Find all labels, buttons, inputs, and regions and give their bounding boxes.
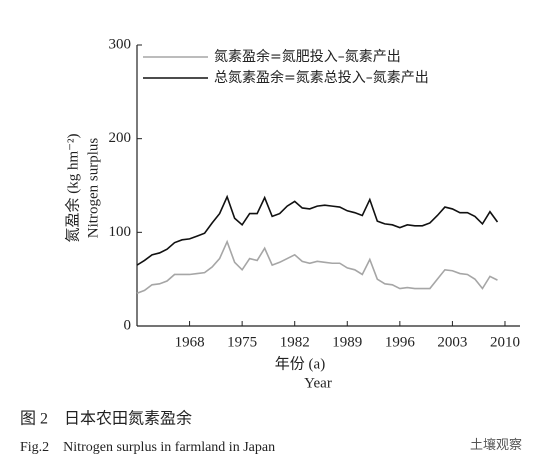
x-tick-label: 1989 <box>332 334 362 350</box>
legend-label: 总氮素盈余=氮素总投入–氮素产出 <box>214 69 429 86</box>
y-axis-label: 氮盈余 (kg hm⁻²) <box>63 133 81 242</box>
y-tick-label: 100 <box>109 224 132 240</box>
series-line <box>136 239 498 294</box>
y-tick-label: 200 <box>109 130 132 146</box>
y-axis-label-en: Nitrogen surplus <box>85 138 101 239</box>
y-tick-label: 0 <box>124 317 132 333</box>
x-tick-label: 1968 <box>175 334 205 350</box>
x-axis-label: 年份 (a) <box>275 355 325 372</box>
x-tick-label: 1996 <box>385 334 416 350</box>
legend-label: 氮素盈余=氮肥投入–氮素产出 <box>214 48 401 65</box>
x-tick-label: 2003 <box>437 334 467 350</box>
caption-en: Fig.2 Nitrogen surplus in farmland in Ja… <box>20 440 275 455</box>
caption: 图 2 日本农田氮素盈余 <box>20 409 192 428</box>
watermark: 土壤观察 <box>470 437 522 452</box>
x-axis-label-en: Year <box>304 375 332 391</box>
x-tick-label: 1982 <box>280 334 310 350</box>
series-line <box>136 194 499 266</box>
x-tick-label: 2010 <box>490 334 520 350</box>
x-tick-label: 1975 <box>227 334 257 350</box>
y-tick-label: 300 <box>109 36 132 52</box>
